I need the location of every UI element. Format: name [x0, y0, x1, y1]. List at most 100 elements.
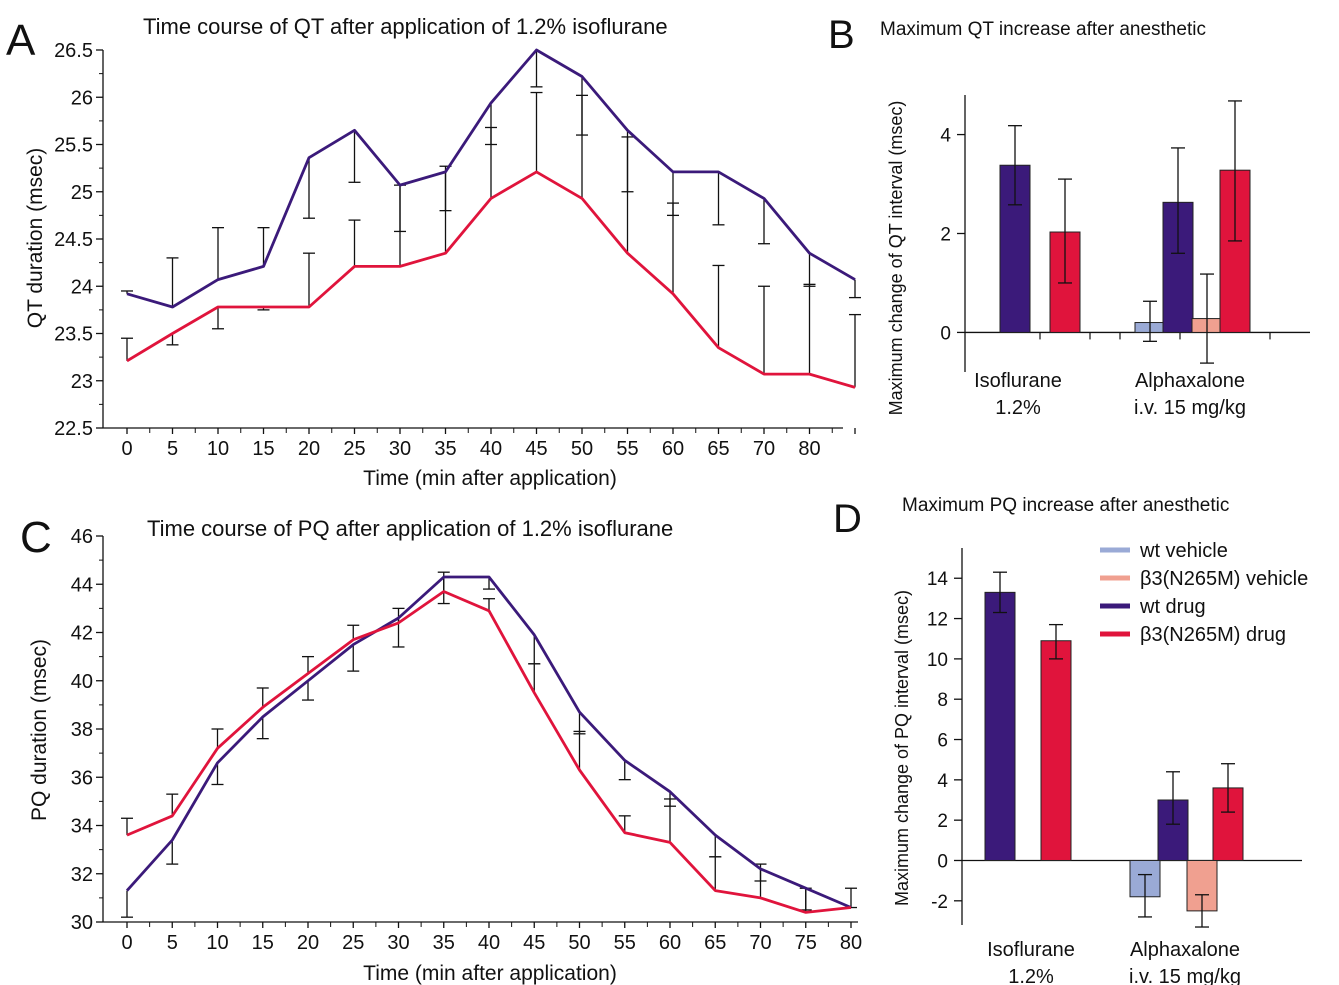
panel-c-y-tick-label: 32 — [71, 864, 93, 886]
panel-c-x-tick-label: 30 — [387, 932, 409, 954]
panel-a-y-tick-label: 26 — [71, 87, 93, 109]
panel-a-y-tick-label: 22.5 — [54, 418, 93, 440]
panel-a-x-tick-label: 60 — [662, 438, 684, 460]
legend-label-mut-vehicle: β3(N265M) vehicle — [1140, 568, 1308, 590]
panel-b-title: Maximum QT increase after anesthetic — [880, 19, 1206, 40]
panel-letter-b: B — [828, 13, 855, 57]
panel-c-series-line-wt-drug — [125, 575, 852, 909]
panel-a-x-tick-label: 45 — [525, 438, 547, 460]
panel-a-y-tick-label: 25.5 — [54, 135, 93, 157]
panel-d-y-tick-label: 0 — [937, 851, 948, 872]
panel-a-y-tick-label: 25 — [71, 182, 93, 204]
panel-d-category-label: Alphaxalone — [1130, 939, 1240, 961]
panel-a-x-tick-label: 65 — [707, 438, 729, 460]
panel-d-bar-chart: -2 0 2 4 6 8 10 12 14 Isoflurane 1.2% Alphaxalone i.… — [927, 540, 1308, 985]
panel-c-x-tick-label: 75 — [795, 932, 817, 954]
panel-b-y-tick-label: 2 — [940, 225, 951, 246]
panel-a-x-tick-label: 55 — [616, 438, 638, 460]
panel-c-x-tick-label: 5 — [167, 932, 178, 954]
panel-a-x-tick-label: 80 — [798, 438, 820, 460]
panel-c-x-tick-label: 45 — [523, 932, 545, 954]
panel-b-y-tick-label: 4 — [940, 126, 951, 147]
panel-a-title: Time course of QT after application of 1… — [143, 14, 668, 39]
panel-c-x-tick-label: 65 — [704, 932, 726, 954]
panel-c-x-tick-label: 10 — [206, 932, 228, 954]
panel-c-x-tick-label: 55 — [614, 932, 636, 954]
panel-b-category-label: Alphaxalone — [1135, 370, 1245, 392]
panel-c-x-tick-label: 35 — [433, 932, 455, 954]
panel-d-title: Maximum PQ increase after anesthetic — [902, 495, 1229, 516]
panel-letter-a: A — [6, 16, 36, 65]
panel-a-x-tick-label: 30 — [389, 438, 411, 460]
panel-c-x-tick-label: 0 — [121, 932, 132, 954]
panel-c-x-tick-label: 70 — [749, 932, 771, 954]
panel-d-y-tick-label: 4 — [937, 771, 948, 792]
panel-letter-d: D — [833, 497, 862, 541]
panel-c-x-tick-label: 80 — [840, 932, 862, 954]
panel-d-y-tick-label: 14 — [927, 569, 949, 590]
panel-a-y-tick-label: 24.5 — [54, 229, 93, 251]
panel-c-y-tick-label: 30 — [71, 912, 93, 934]
panel-a-x-tick-label: 10 — [207, 438, 229, 460]
panel-a-x-tick-label: 35 — [434, 438, 456, 460]
panel-d-y-label: Maximum change of PQ interval (msec) — [892, 590, 912, 906]
panel-b-category-label: Isoflurane — [974, 370, 1062, 392]
panel-a-x-tick-label: 70 — [753, 438, 775, 460]
panel-c-x-tick-label: 40 — [478, 932, 500, 954]
panel-d-category-label: 1.2% — [1008, 966, 1054, 985]
panel-b-y-tick-label: 0 — [940, 323, 951, 344]
panel-d-category-label: i.v. 15 mg/kg — [1129, 966, 1241, 985]
panel-d-y-tick-label: 10 — [927, 650, 948, 671]
panel-a-x-tick-label: 5 — [167, 438, 178, 460]
panel-d-y-tick-label: 12 — [927, 610, 948, 631]
panel-c-y-tick-label: 38 — [71, 719, 93, 741]
panel-a-y-label: QT duration (msec) — [24, 148, 47, 329]
panel-d-bar-mut-drug — [1040, 640, 1072, 861]
panel-c-line-chart: 30 32 34 36 38 40 42 44 46 0 5 10 15 20 25 30 35 40 45 50 55… — [71, 526, 862, 954]
panel-d-y-tick-label: 2 — [937, 811, 948, 832]
panel-a-x-tick-label: 20 — [298, 438, 320, 460]
panel-a-x-tick-label: 0 — [121, 438, 132, 460]
panel-c-series-line-mut-drug — [126, 590, 852, 914]
panel-a-x-tick-label: 25 — [343, 438, 365, 460]
panel-d-bar-wt-drug — [984, 591, 1016, 861]
panel-c-x-tick-label: 25 — [342, 932, 364, 954]
panel-a-x-tick-label: 50 — [571, 438, 593, 460]
panel-b-y-label: Maximum change of QT interval (msec) — [886, 101, 906, 416]
panel-c-title: Time course of PQ after application of 1… — [147, 516, 673, 541]
panel-a-series-line-mut-drug — [126, 170, 856, 389]
panel-c-x-label: Time (min after application) — [363, 962, 617, 985]
legend-label-wt-drug: wt drug — [1139, 596, 1206, 618]
panel-a-series-line-wt-drug — [126, 48, 856, 309]
panel-d-y-tick-label: -2 — [931, 892, 948, 913]
panel-a-x-label: Time (min after application) — [363, 467, 617, 490]
panel-c-y-tick-label: 44 — [71, 574, 93, 596]
panel-c-x-tick-label: 20 — [297, 932, 319, 954]
panel-a-x-tick-label: 15 — [252, 438, 274, 460]
panel-c-y-tick-label: 40 — [71, 671, 93, 693]
panel-c-x-tick-label: 50 — [568, 932, 590, 954]
panel-b-bar-chart: 0 2 4 Isoflurane 1.2% Alphaxalone i.v. 15 mg/k… — [940, 95, 1310, 419]
panel-c-x-tick-label: 60 — [659, 932, 681, 954]
panel-a-x-tick-label: 40 — [480, 438, 502, 460]
panel-c-y-tick-label: 36 — [71, 767, 93, 789]
panel-a-line-chart: 22.5 23 23.5 24 24.5 25 25.5 26 26.5 0 5 10 15 20 25 30… — [54, 40, 861, 460]
panel-b-category-label: 1.2% — [995, 397, 1041, 419]
panel-a-y-tick-label: 23 — [71, 371, 93, 393]
panel-a-y-tick-label: 26.5 — [54, 40, 93, 62]
legend-label-mut-drug: β3(N265M) drug — [1140, 624, 1286, 646]
panel-c-y-tick-label: 46 — [71, 526, 93, 548]
legend-label-wt-vehicle: wt vehicle — [1139, 540, 1228, 562]
panel-a-y-tick-label: 23.5 — [54, 324, 93, 346]
panel-b-category-label: i.v. 15 mg/kg — [1134, 397, 1246, 419]
panel-c-y-tick-label: 42 — [71, 623, 93, 645]
panel-letter-c: C — [20, 513, 52, 562]
panel-c-y-label: PQ duration (msec) — [28, 639, 51, 821]
panel-c-y-tick-label: 34 — [71, 816, 93, 838]
panel-d-y-tick-label: 8 — [937, 690, 948, 711]
panel-c-x-tick-label: 15 — [252, 932, 274, 954]
panel-d-category-label: Isoflurane — [987, 939, 1075, 961]
panel-d-y-tick-label: 6 — [937, 731, 948, 752]
panel-a-y-tick-label: 24 — [71, 276, 93, 298]
